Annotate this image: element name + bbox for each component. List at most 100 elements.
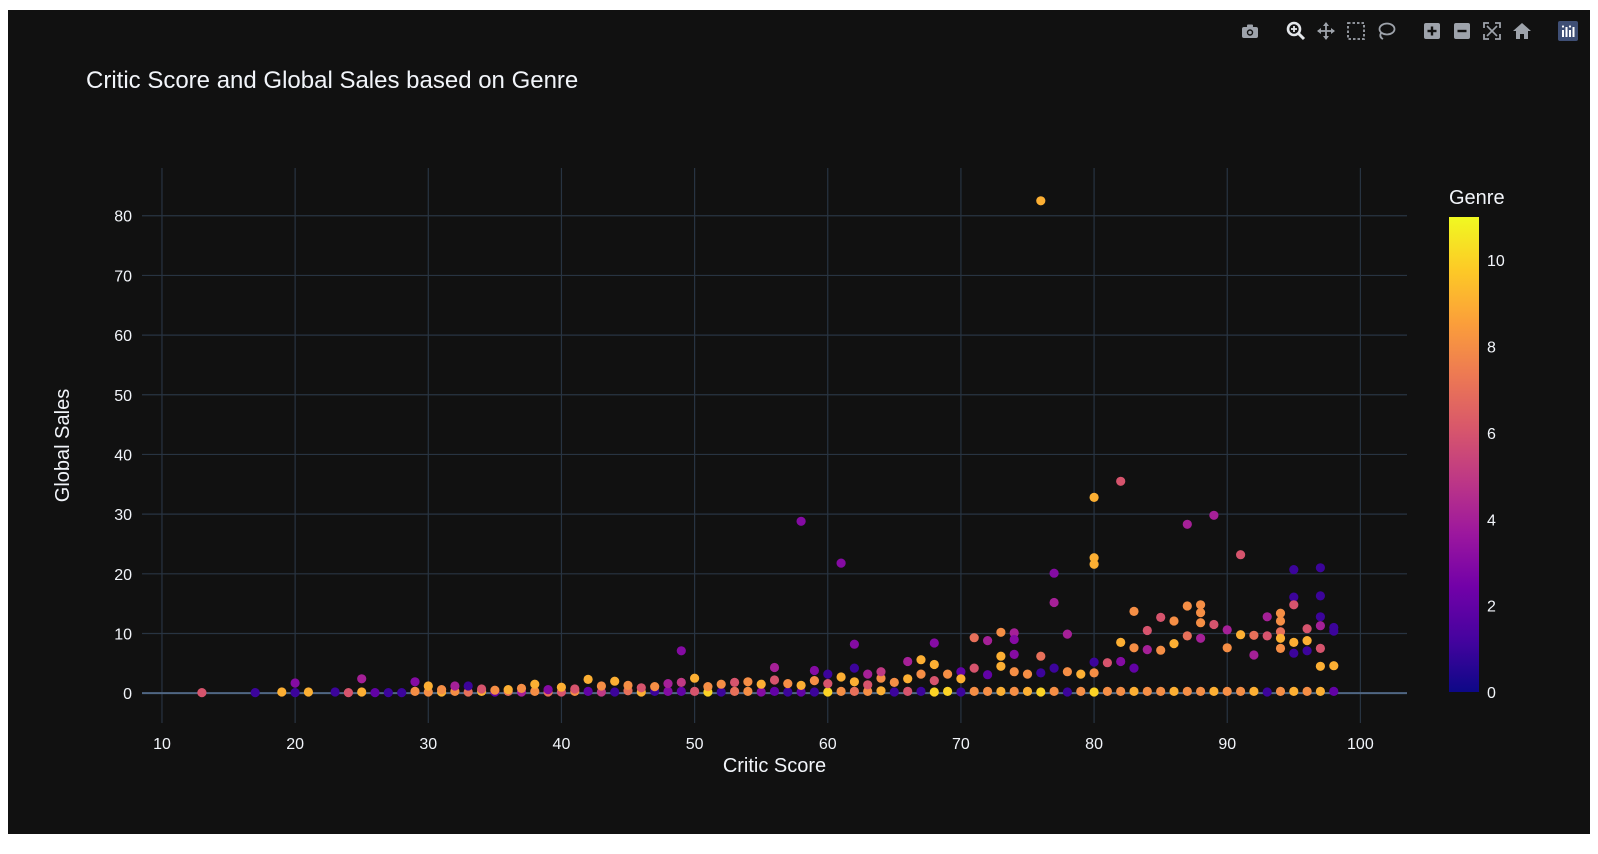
data-point[interactable]	[783, 687, 793, 697]
data-point[interactable]	[1182, 519, 1192, 529]
data-point[interactable]	[1209, 686, 1219, 697]
data-point[interactable]	[610, 676, 620, 686]
data-point[interactable]	[863, 680, 873, 690]
data-point[interactable]	[996, 686, 1006, 697]
data-point[interactable]	[929, 676, 939, 686]
data-point[interactable]	[743, 686, 753, 697]
data-point[interactable]	[1129, 606, 1139, 617]
data-point[interactable]	[956, 674, 966, 684]
data-point[interactable]	[1156, 686, 1166, 697]
data-point[interactable]	[650, 682, 660, 692]
data-point[interactable]	[1049, 663, 1059, 673]
data-point[interactable]	[969, 686, 979, 697]
data-point[interactable]	[1289, 637, 1299, 648]
data-point[interactable]	[809, 687, 820, 697]
data-point[interactable]	[330, 687, 340, 697]
data-point[interactable]	[1262, 687, 1272, 697]
data-point[interactable]	[397, 688, 407, 698]
data-point[interactable]	[769, 686, 780, 697]
data-point[interactable]	[903, 686, 913, 697]
data-point[interactable]	[943, 669, 953, 679]
data-point[interactable]	[1142, 625, 1152, 636]
data-point[interactable]	[1142, 686, 1152, 697]
data-point[interactable]	[889, 677, 899, 688]
data-point[interactable]	[1129, 686, 1139, 697]
reset-axes-button[interactable]	[1510, 19, 1534, 43]
data-point[interactable]	[889, 687, 899, 697]
data-point[interactable]	[1196, 633, 1206, 643]
data-point[interactable]	[383, 688, 393, 698]
data-point[interactable]	[1116, 476, 1126, 486]
data-point[interactable]	[1116, 637, 1126, 648]
data-point[interactable]	[1182, 686, 1192, 697]
data-point[interactable]	[277, 687, 287, 697]
data-point[interactable]	[1009, 649, 1019, 660]
data-point[interactable]	[1275, 616, 1286, 626]
data-point[interactable]	[1089, 553, 1099, 563]
data-point[interactable]	[796, 687, 806, 697]
data-point[interactable]	[756, 687, 766, 697]
data-point[interactable]	[849, 677, 860, 687]
data-point[interactable]	[929, 659, 939, 670]
data-point[interactable]	[1315, 686, 1325, 697]
data-point[interactable]	[716, 679, 726, 689]
data-point[interactable]	[769, 675, 780, 685]
data-point[interactable]	[1049, 568, 1059, 578]
data-point[interactable]	[1142, 645, 1152, 655]
data-point[interactable]	[1249, 650, 1259, 660]
data-point[interactable]	[969, 663, 979, 673]
data-point[interactable]	[916, 669, 926, 679]
data-point[interactable]	[583, 674, 593, 685]
data-point[interactable]	[823, 669, 833, 679]
data-point[interactable]	[1236, 630, 1246, 640]
data-point[interactable]	[716, 687, 726, 697]
data-point[interactable]	[1156, 612, 1166, 623]
plotly-logo-link[interactable]	[1556, 19, 1580, 43]
data-point[interactable]	[1315, 563, 1325, 573]
data-point[interactable]	[1329, 661, 1339, 671]
data-point[interactable]	[876, 686, 886, 696]
data-point[interactable]	[1222, 686, 1232, 697]
autoscale-button[interactable]	[1480, 19, 1504, 43]
data-point[interactable]	[1089, 657, 1099, 667]
data-point[interactable]	[796, 516, 806, 526]
data-point[interactable]	[1009, 686, 1019, 697]
data-point[interactable]	[916, 655, 926, 665]
data-point[interactable]	[809, 676, 820, 686]
data-point[interactable]	[1009, 628, 1019, 638]
data-point[interactable]	[516, 683, 527, 694]
data-point[interactable]	[876, 673, 886, 683]
data-point[interactable]	[1289, 600, 1299, 610]
data-point[interactable]	[703, 682, 713, 692]
data-point[interactable]	[690, 673, 700, 683]
data-point[interactable]	[783, 679, 793, 689]
data-point[interactable]	[1182, 631, 1192, 641]
data-point[interactable]	[463, 681, 473, 691]
data-point[interactable]	[1022, 686, 1033, 697]
data-point[interactable]	[1009, 667, 1019, 677]
data-point[interactable]	[1315, 591, 1325, 601]
data-point[interactable]	[676, 686, 686, 697]
data-point[interactable]	[1249, 630, 1259, 640]
data-point[interactable]	[929, 638, 939, 648]
data-point[interactable]	[743, 677, 753, 687]
zoom-in-button[interactable]	[1420, 19, 1444, 43]
data-point[interactable]	[596, 681, 607, 691]
data-point[interactable]	[450, 681, 460, 691]
data-point[interactable]	[423, 681, 433, 691]
data-point[interactable]	[543, 685, 553, 695]
data-point[interactable]	[676, 646, 686, 656]
data-point[interactable]	[1009, 634, 1019, 645]
data-point[interactable]	[823, 679, 833, 689]
data-point[interactable]	[583, 686, 593, 697]
data-point[interactable]	[1302, 636, 1312, 646]
data-point[interactable]	[1036, 687, 1046, 697]
data-point[interactable]	[1169, 639, 1179, 649]
data-point[interactable]	[663, 679, 673, 689]
data-point[interactable]	[769, 662, 780, 673]
data-point[interactable]	[1315, 612, 1325, 622]
data-point[interactable]	[983, 686, 993, 697]
data-point[interactable]	[1289, 686, 1299, 697]
data-point[interactable]	[969, 633, 979, 643]
